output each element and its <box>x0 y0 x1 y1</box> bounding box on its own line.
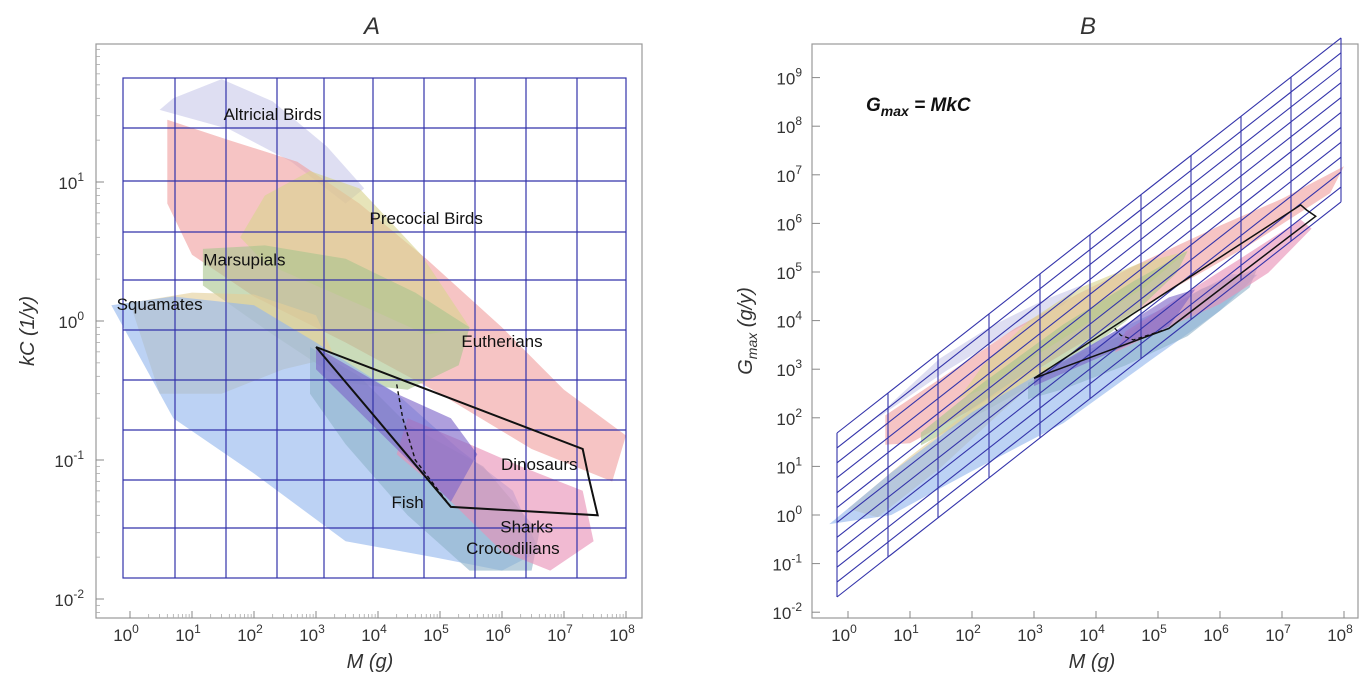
y-tick-label-b: 10-1 <box>772 552 802 575</box>
panel-a-y-label: kC (1/y) <box>17 296 39 366</box>
grid-b-line-diag <box>836 186 1342 583</box>
x-tick-label: 101 <box>175 622 201 645</box>
panel-b-title: B <box>1080 13 1096 40</box>
y-tick-label-b: 103 <box>776 357 802 380</box>
x-tick-label: 102 <box>237 622 263 645</box>
x-tick-label-b: 106 <box>1203 622 1229 645</box>
panel-b: B 100 101 102 103 104 105 106 107 10810-210-1100… <box>735 13 1359 673</box>
region-marsupials <box>202 245 470 390</box>
y-label-g: G <box>735 359 757 375</box>
label-eutherians: Eutherians <box>461 332 542 351</box>
panel-a-region-labels: Altricial Birds Precocial Birds Marsupials… <box>117 105 578 558</box>
label-sharks: Sharks <box>500 518 553 537</box>
region-b-altricial-birds <box>877 285 1083 418</box>
x-tick-label-b: 102 <box>955 622 981 645</box>
x-tick-label-b: 107 <box>1265 622 1291 645</box>
panel-b-dinosaur-outline <box>1033 203 1317 380</box>
x-tick-label: 106 <box>485 622 511 645</box>
grid-b-line-diag <box>836 201 1342 598</box>
y-tick-label-b: 108 <box>776 114 802 137</box>
panel-b-regions <box>829 166 1344 525</box>
y-tick-label-b: 105 <box>776 260 802 283</box>
equation-g: G <box>866 95 881 116</box>
equation-rest: = MkC <box>909 95 971 116</box>
x-tick-label: 105 <box>423 622 449 645</box>
x-tick-label-b: 104 <box>1079 622 1105 645</box>
grid-border <box>122 77 627 579</box>
y-tick-label-b: 104 <box>776 309 802 332</box>
panel-b-x-label: M (g) <box>1069 651 1116 673</box>
x-tick-label: 108 <box>609 622 635 645</box>
y-tick-label: 100 <box>58 309 84 332</box>
panel-a-ticks: 100 101 102 103 104 105 106 107 108 10-2 10-1 100 10… <box>54 48 635 645</box>
x-tick-label-b: 108 <box>1327 622 1353 645</box>
dinosaur-outline-b <box>1033 203 1317 380</box>
label-precocial-birds: Precocial Birds <box>370 209 483 228</box>
label-fish: Fish <box>392 493 424 512</box>
y-tick-label-b: 107 <box>776 163 802 186</box>
panel-b-ticks: 100 101 102 103 104 105 106 107 108 10-2 10-1 100 10… <box>772 66 1353 645</box>
y-tick-label-b: 106 <box>776 211 802 234</box>
y-tick-label-b: 109 <box>776 66 802 89</box>
y-tick-label-b: 102 <box>776 406 802 429</box>
y-tick-label: 10-2 <box>54 587 84 610</box>
y-label-sub: max <box>744 332 760 359</box>
x-tick-label-b: 105 <box>1141 622 1167 645</box>
dinosaur-dashed <box>396 384 452 508</box>
grid-b-line-diag <box>836 97 1342 494</box>
panel-b-y-label: Gmax (g/y) <box>735 287 760 375</box>
panel-a-dinosaur-outline <box>315 346 599 517</box>
x-tick-label-b: 100 <box>831 622 857 645</box>
grid-b-line-diag <box>836 171 1342 568</box>
grid-b-line-diag <box>836 67 1342 464</box>
grid-b-line-diag <box>836 112 1342 508</box>
grid-b-line-diag <box>836 37 1342 434</box>
panel-a: A Altricial Birds Precocial Birds Marsupia… <box>17 13 643 673</box>
grid-b-line-diag <box>836 82 1342 479</box>
grid-b-line-diag <box>836 156 1342 553</box>
region-b-dinosaurs-fill <box>1034 289 1196 387</box>
region-dinosaurs-fill <box>316 347 478 502</box>
label-marsupials: Marsupials <box>203 251 285 270</box>
grid-b-line-diag <box>836 141 1342 538</box>
panel-b-frame <box>811 43 1359 619</box>
x-tick-label: 104 <box>361 622 387 645</box>
dinosaur-outline <box>315 346 599 517</box>
label-squamates: Squamates <box>117 295 203 314</box>
y-tick-label-b: 101 <box>776 454 802 477</box>
grid-b-line-diag <box>836 52 1342 449</box>
y-tick-label: 10-1 <box>54 448 84 471</box>
x-tick-label: 107 <box>547 622 573 645</box>
equation-sub: max <box>881 103 910 119</box>
dinosaur-dashed-b <box>1114 327 1170 341</box>
y-tick-label: 101 <box>58 170 84 193</box>
x-tick-label: 103 <box>299 622 325 645</box>
panel-a-x-label: M (g) <box>347 651 394 673</box>
x-tick-label-b: 101 <box>893 622 919 645</box>
y-tick-label-b: 100 <box>776 503 802 526</box>
panel-a-grid <box>122 77 627 579</box>
panel-b-grid <box>836 37 1342 598</box>
grid-b-line-diag <box>836 126 1342 523</box>
label-crocodilians: Crocodilians <box>466 539 560 558</box>
x-tick-label: 100 <box>113 622 139 645</box>
panel-a-title: A <box>362 13 380 40</box>
x-tick-label-b: 103 <box>1017 622 1043 645</box>
label-dinosaurs: Dinosaurs <box>501 455 578 474</box>
panel-a-frame <box>95 43 643 619</box>
panel-a-regions <box>111 79 627 571</box>
y-label-units: (g/y) <box>735 287 757 333</box>
label-altricial-birds: Altricial Birds <box>224 105 322 124</box>
panel-b-equation: Gmax = MkC <box>866 95 971 119</box>
y-tick-label-b: 10-2 <box>772 600 802 623</box>
